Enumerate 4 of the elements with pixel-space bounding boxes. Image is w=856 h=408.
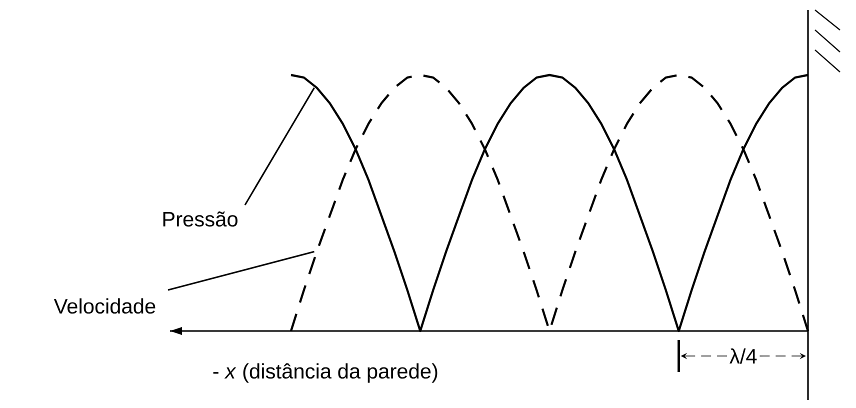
text: λ/4 [730,348,757,364]
x-axis-title: - x (distância da parede) [213,363,438,383]
text: Pressão [163,211,238,227]
text: Velocidade [54,298,156,314]
